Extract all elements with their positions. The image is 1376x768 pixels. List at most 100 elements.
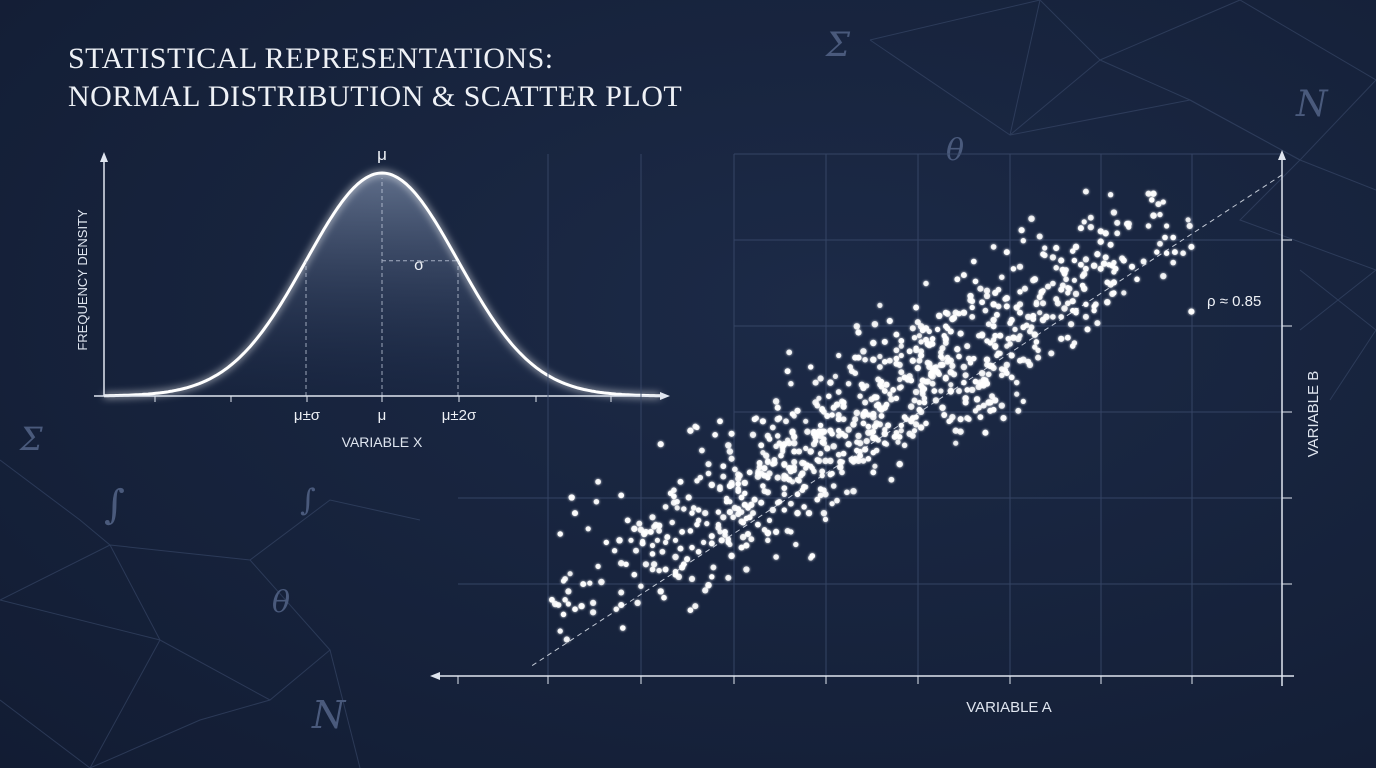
scatter-point — [1038, 289, 1045, 296]
bell-x-axis-arrow — [660, 392, 670, 400]
scatter-point — [1170, 259, 1177, 266]
scatter-point — [1002, 367, 1009, 374]
scatter-point — [953, 440, 959, 446]
scatter-point — [1058, 286, 1065, 293]
scatter-point — [947, 368, 955, 376]
scatter-point — [794, 476, 801, 483]
scatter-point — [1188, 308, 1195, 315]
scatter-point — [839, 469, 845, 476]
scatter-point — [1087, 214, 1094, 221]
scatter-point — [761, 465, 768, 472]
scatter-point — [860, 412, 867, 420]
scatter-point — [871, 320, 879, 328]
scatter-point — [1049, 254, 1057, 261]
scatter-point — [973, 396, 981, 403]
scatter-point — [1107, 241, 1114, 248]
scatter-point — [893, 429, 900, 436]
scatter-point — [901, 442, 908, 449]
scatter-point — [820, 509, 828, 517]
scatter-point — [758, 499, 765, 506]
scatter-point — [1053, 244, 1060, 252]
scatter-point — [931, 388, 938, 394]
scatter-point — [781, 485, 788, 491]
scatter-point — [878, 413, 885, 419]
scatter-point — [868, 396, 875, 403]
scatter-point — [814, 402, 821, 409]
scatter-point — [720, 463, 727, 470]
scatter-point — [725, 574, 732, 581]
scatter-point — [878, 384, 885, 390]
scatter-point — [886, 317, 893, 325]
scatter-point — [985, 321, 992, 328]
scatter-point — [743, 566, 750, 573]
scatter-point — [881, 358, 888, 365]
scatter-point — [735, 511, 742, 518]
scatter-point — [898, 343, 904, 349]
scatter-point — [1064, 334, 1071, 341]
scatter-point — [1145, 223, 1152, 229]
scatter-point — [860, 348, 867, 355]
bell-x-axis-label: VARIABLE X — [342, 434, 423, 450]
scatter-point — [918, 352, 925, 359]
scatter-point — [628, 537, 634, 543]
scatter-point — [1083, 265, 1089, 272]
scatter-point — [957, 428, 964, 435]
scatter-point — [1035, 347, 1041, 353]
scatter-point — [829, 412, 835, 418]
scatter-point — [969, 304, 975, 311]
scatter-y-axis-arrow — [1278, 150, 1286, 160]
scatter-point — [909, 415, 916, 422]
background-symbols: Σ N θ Σ ∫ ∫ θ N — [19, 25, 1329, 737]
scatter-point — [715, 524, 722, 531]
scatter-point — [580, 581, 587, 588]
scatter-point — [957, 416, 964, 423]
bg-symbol-sigma-top: Σ — [824, 25, 851, 65]
scatter-point — [907, 403, 915, 410]
scatter-point — [976, 332, 982, 339]
scatter-point — [839, 398, 845, 405]
scatter-point — [835, 416, 842, 423]
scatter-point — [913, 421, 920, 428]
scatter-point — [618, 589, 625, 596]
scatter-point — [833, 401, 841, 408]
scatter-point — [1030, 312, 1037, 319]
scatter-point — [929, 380, 936, 387]
scatter-point — [613, 606, 619, 612]
scatter-point — [964, 415, 971, 422]
scatter-point — [755, 470, 761, 477]
scatter-point — [913, 345, 919, 351]
scatter-point — [1037, 310, 1043, 316]
scatter-point — [923, 280, 929, 287]
scatter-point — [857, 448, 863, 455]
scatter-point — [1106, 262, 1112, 268]
scatter-point — [1048, 350, 1055, 357]
scatter-point — [888, 476, 895, 483]
scatter-point — [1017, 309, 1023, 316]
scatter-point — [1010, 266, 1017, 272]
scatter-point — [845, 380, 852, 387]
scatter-point — [960, 363, 968, 371]
scatter-y-axis-label: VARIABLE B — [1305, 371, 1322, 457]
scatter-point — [939, 345, 946, 352]
scatter-point — [882, 427, 888, 433]
scatter-point — [692, 603, 699, 610]
scatter-point — [663, 539, 669, 546]
scatter-point — [1071, 277, 1077, 283]
scatter-point — [590, 609, 597, 616]
scatter-point — [895, 439, 901, 445]
scatter-point — [1077, 225, 1084, 232]
scatter-point — [765, 537, 771, 543]
scatter-point — [642, 528, 649, 535]
scatter-point — [801, 504, 807, 510]
scatter-point — [817, 492, 824, 499]
scatter-point — [631, 571, 638, 578]
scatter-point — [791, 458, 798, 466]
scatter-point — [836, 352, 842, 359]
scatter-point — [956, 353, 962, 360]
scatter-point — [916, 399, 923, 406]
scatter-point — [1081, 271, 1088, 278]
scatter-point — [1041, 252, 1048, 259]
scatter-point — [1071, 340, 1078, 346]
scatter-point — [738, 518, 745, 525]
scatter-point — [1020, 324, 1027, 331]
